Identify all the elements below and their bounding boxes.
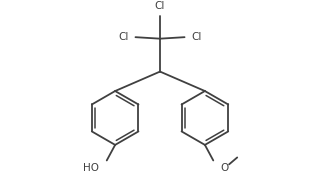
Text: HO: HO <box>83 163 99 173</box>
Text: Cl: Cl <box>155 1 165 11</box>
Text: Cl: Cl <box>119 32 129 42</box>
Text: Cl: Cl <box>191 32 202 42</box>
Text: O: O <box>221 163 229 173</box>
